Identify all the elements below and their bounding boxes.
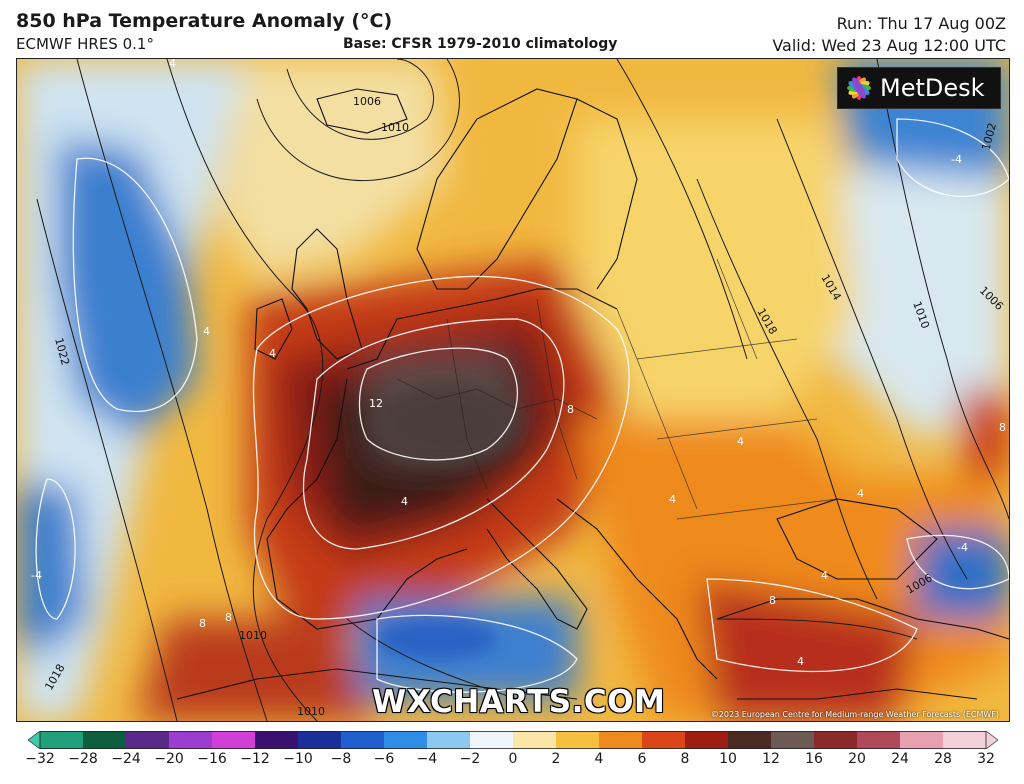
anomaly-label: 4 [269,347,276,360]
colorbar-segment [169,731,213,749]
colorbar-segment [814,731,858,749]
anomaly-label: 4 [797,655,804,668]
colorbar-tick-label: −12 [240,751,270,767]
colorbar-left-arrow [28,731,41,749]
color-scale-svg [28,731,998,749]
colorbar-tick-label: 28 [934,751,952,767]
colorbar-segment [427,731,471,749]
anomaly-label: 4 [857,487,864,500]
anomaly-label: 4 [821,569,828,582]
colorbar-tick-label: −20 [154,751,184,767]
anomaly-map: 1006 1010 1014 1018 1010 1006 1002 1022 … [16,58,1010,722]
colorbar-tick-label: −10 [283,751,313,767]
isobars [36,59,1009,721]
colorbar-tick-label: 2 [551,751,561,767]
color-scale-ticks: −32 −28 −24 −20 −16 −12 −10 −8 −6 −4 −2 0 2 4 6 8 10 12 16… [25,751,998,775]
colorbar-tick-label: 4 [594,751,604,767]
colorbar-segment [40,731,84,749]
colorbar-tick-label: 6 [637,751,647,767]
colorbar-right-arrow [985,731,998,749]
anomaly-label: 8 [999,421,1006,434]
colorbar-segment [642,731,686,749]
anomaly-label: 4 [401,495,408,508]
valid-time-label: Valid: Wed 23 Aug 12:00 UTC [772,36,1006,55]
colorbar-tick-label: −8 [330,751,352,767]
anomaly-label: -4 [951,153,962,166]
coastlines [176,88,1009,700]
colorbar-tick-label: −6 [373,751,395,767]
colorbar-tick-label: 24 [891,751,909,767]
colorbar-segment [728,731,772,749]
colorbar-segment [212,731,256,749]
watermark: WXCHARTS.COM [372,684,666,720]
country-borders [396,258,838,520]
colorbar-tick-label: −2 [459,751,481,767]
colorbar-segment [685,731,729,749]
colorbar-tick-label: −28 [68,751,98,767]
colorbar-segment [513,731,557,749]
anomaly-label: 4 [737,435,744,448]
colorbar-tick-label: 10 [719,751,737,767]
colorbar-segment [470,731,514,749]
metdesk-logo: MetDesk [837,67,1001,109]
colorbar-segment [900,731,944,749]
map-canvas: 1006 1010 1014 1018 1010 1006 1002 1022 … [17,59,1009,721]
colorbar-tick-label: −16 [197,751,227,767]
colorbar-segment [599,731,643,749]
colorbar-segment [943,731,987,749]
colorbar-segment [298,731,342,749]
heat-core [377,384,517,659]
logo-text: MetDesk [880,74,985,102]
model-label: ECMWF HRES 0.1° [16,35,154,53]
colorbar-tick-label: 32 [977,751,995,767]
colorbar-tick-label: 0 [508,751,518,767]
anomaly-label: 8 [567,403,574,416]
isobar-label: 1006 [353,95,381,108]
anomaly-label: 8 [769,594,776,607]
colorbar-tick-label: 20 [848,751,866,767]
anomaly-label-group: 4 4 4 12 8 4 4 -4 8 8 4 8 4 4 8 -4 -4 4 [31,59,1006,668]
colorbar-segment [255,731,299,749]
isobar-label: 1010 [297,705,325,718]
colorbar-segment [771,731,815,749]
anomaly-label: 4 [169,59,176,70]
colorbar-segment [341,731,385,749]
chart-title: 850 hPa Temperature Anomaly (°C) [16,10,393,32]
metdesk-flower-icon [847,76,871,100]
anomaly-label: 12 [369,397,383,410]
anomaly-label: -4 [31,569,42,582]
colorbar-segment [384,731,428,749]
colorbar-segment [857,731,901,749]
isobar-label: 1010 [381,121,409,134]
anomaly-label: 8 [225,611,232,624]
color-scale-bar: −32 −28 −24 −20 −16 −12 −10 −8 −6 −4 −2 0 2 4 6 8 10 12 16… [25,731,998,781]
anomaly-label: 4 [203,325,210,338]
colorbar-tick-label: 8 [680,751,690,767]
anomaly-contours [35,118,1009,693]
colorbar-segment [556,731,600,749]
colorbar-border [39,731,987,749]
anomaly-label: 4 [669,493,676,506]
colorbar-tick-label: 12 [762,751,780,767]
colorbar-tick-label: 16 [805,751,823,767]
anomaly-label: -4 [957,541,968,554]
copyright-notice: ©2023 European Centre for Medium-range W… [710,710,999,719]
colorbar-segment [83,731,127,749]
base-climatology-label: Base: CFSR 1979-2010 climatology [343,36,618,52]
anomaly-label: 8 [199,617,206,630]
colorbar-segment [126,731,170,749]
colorbar-tick-label: −4 [416,751,438,767]
run-time-label: Run: Thu 17 Aug 00Z [836,14,1006,33]
chart-header: 850 hPa Temperature Anomaly (°C) ECMWF H… [0,0,1024,58]
isobar-label: 1010 [239,629,267,642]
colorbar-tick-label: −24 [111,751,141,767]
colorbar-tick-label: −32 [25,751,55,767]
